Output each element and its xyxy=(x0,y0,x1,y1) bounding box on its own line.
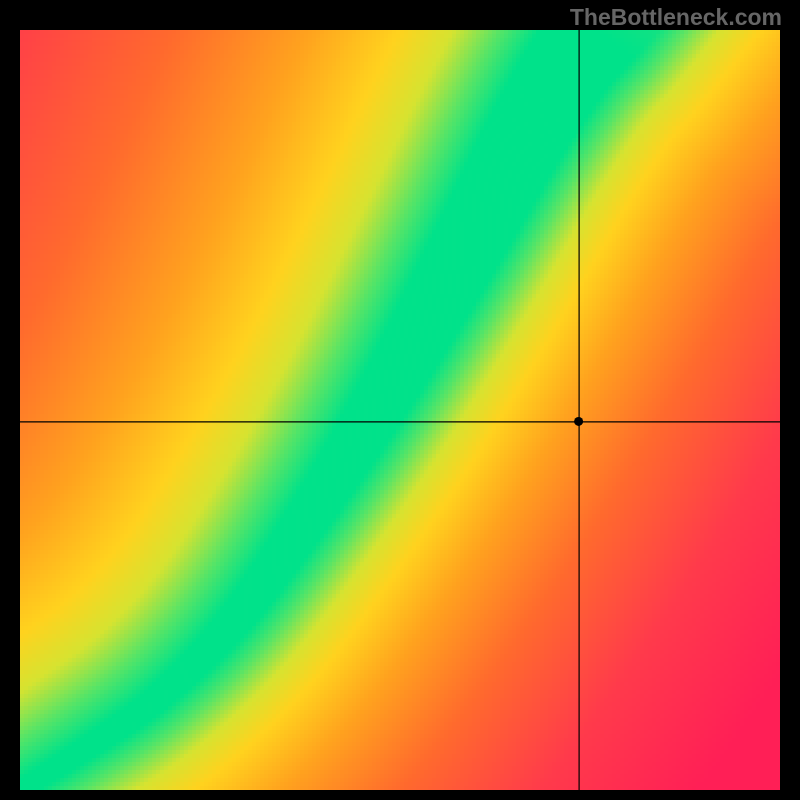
heatmap-canvas xyxy=(20,30,780,790)
frame: TheBottleneck.com xyxy=(0,0,800,800)
watermark-text: TheBottleneck.com xyxy=(570,4,782,31)
heatmap-plot xyxy=(20,30,780,790)
